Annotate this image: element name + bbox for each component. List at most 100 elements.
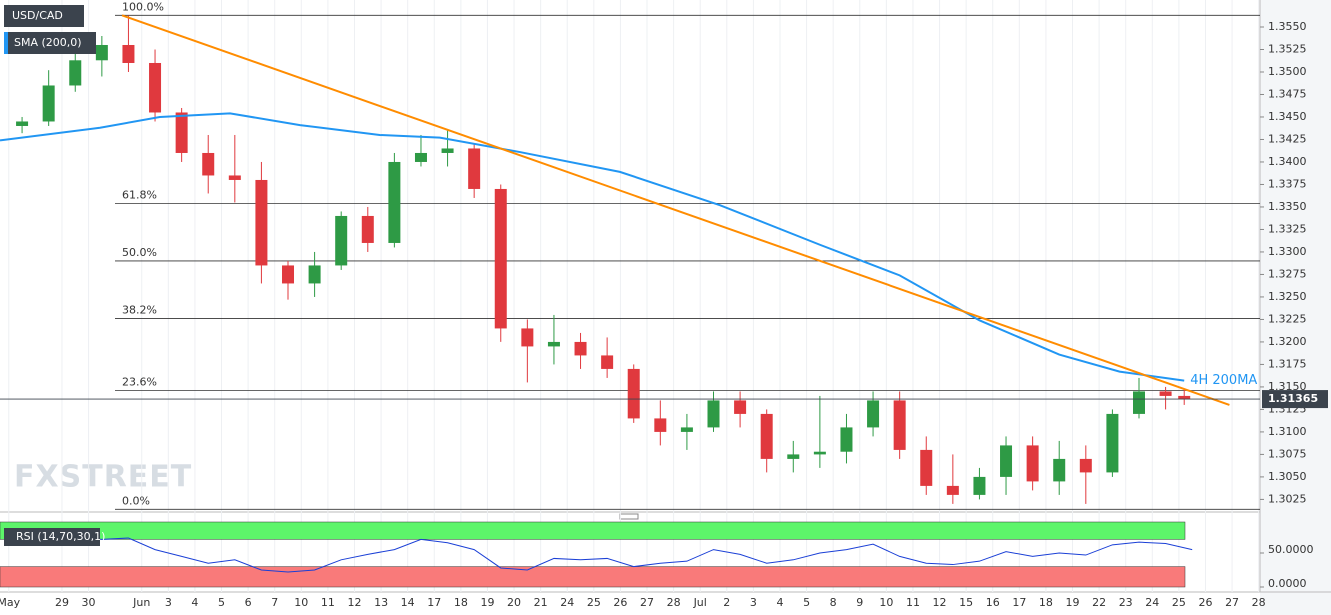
candle-body — [202, 152, 215, 176]
x-tick-label: 16 — [986, 596, 1000, 609]
x-tick-label: 12 — [347, 596, 361, 609]
x-tick-label: 2 — [723, 596, 730, 609]
y-tick-label: 1.3100 — [1268, 425, 1307, 438]
candle-body — [69, 60, 82, 86]
x-tick-label: 13 — [374, 596, 388, 609]
x-tick-label: 4 — [776, 596, 783, 609]
y-tick-label: 1.3375 — [1268, 177, 1307, 190]
candle-body — [787, 454, 800, 459]
x-tick-label: 3 — [165, 596, 172, 609]
y-tick-label: 1.3200 — [1268, 335, 1307, 348]
candle-body — [1106, 413, 1119, 473]
x-tick-label: 12 — [933, 596, 947, 609]
y-tick-label: 1.3175 — [1268, 357, 1307, 370]
candle-body — [16, 121, 29, 126]
y-tick-label: 1.3300 — [1268, 245, 1307, 258]
trendline — [121, 14, 1230, 406]
x-tick-label: 29 — [55, 596, 69, 609]
x-tick-label: 24 — [1145, 596, 1159, 609]
candle-body — [388, 161, 401, 243]
y-tick-label: 1.3500 — [1268, 65, 1307, 78]
fib-label: 50.0% — [122, 246, 157, 259]
x-tick-label: 22 — [1092, 596, 1106, 609]
rsi-label: RSI (14,70,30,1) — [16, 530, 105, 543]
x-tick-label: 4 — [191, 596, 198, 609]
oversold-band — [0, 566, 1186, 588]
candle-body — [547, 341, 560, 347]
candle-body — [282, 265, 295, 284]
candle-body — [308, 265, 321, 284]
fib-label: 38.2% — [122, 304, 157, 317]
candle-body — [893, 400, 906, 450]
candle-body — [361, 215, 374, 243]
x-tick-label: 11 — [906, 596, 920, 609]
symbol: USD/CAD — [12, 9, 63, 22]
x-tick-label: 15 — [959, 596, 973, 609]
y-tick-label: 1.3425 — [1268, 132, 1307, 145]
candle-body — [521, 328, 534, 347]
x-tick-label: 14 — [401, 596, 415, 609]
candle-body — [1000, 445, 1013, 477]
rsi-tick-label: 50.0000 — [1268, 543, 1314, 556]
last-price-label: 1.31365 — [1268, 392, 1318, 405]
candle-body — [973, 476, 986, 495]
x-tick-label: 21 — [534, 596, 548, 609]
candle-body — [1026, 445, 1039, 482]
fib-label: 61.8% — [122, 188, 157, 201]
overbought-band — [0, 521, 1186, 540]
candle-body — [574, 341, 587, 356]
fib-label: 0.0% — [122, 494, 150, 507]
x-tick-label: 19 — [1066, 596, 1080, 609]
candle-body — [228, 175, 241, 180]
x-tick-label: 11 — [321, 596, 335, 609]
candle-body — [1132, 391, 1145, 414]
rsi-label-box — [4, 528, 100, 546]
y-tick-label: 1.3350 — [1268, 200, 1307, 213]
candle-body — [1178, 395, 1191, 400]
x-tick-label: 27 — [1225, 596, 1239, 609]
x-tick-label: 8 — [830, 596, 837, 609]
last-price-box — [1262, 390, 1328, 409]
x-tick-label: Jul — [693, 596, 707, 609]
x-tick-label: 17 — [427, 596, 441, 609]
candle-body — [627, 368, 640, 419]
watermark: FXSTREET — [14, 460, 192, 495]
y-tick-label: 1.3325 — [1268, 222, 1307, 235]
x-tick-label: 17 — [1012, 596, 1026, 609]
y-tick-label: 1.3525 — [1268, 42, 1307, 55]
candle-body — [654, 418, 667, 432]
x-tick-label: 10 — [879, 596, 893, 609]
fib-label: 23.6% — [122, 376, 157, 389]
candle-body — [494, 188, 507, 329]
candle-body — [175, 112, 188, 153]
y-tick-label: 1.3025 — [1268, 492, 1307, 505]
x-tick-label: 3 — [750, 596, 757, 609]
candle-body — [335, 215, 348, 266]
x-tick-label: 6 — [245, 596, 252, 609]
fib-label: 100.0% — [122, 0, 164, 13]
candle-body — [920, 449, 933, 486]
y-tick-label: 1.3400 — [1268, 155, 1307, 168]
candle-body — [42, 85, 55, 122]
x-tick-label: 5 — [218, 596, 225, 609]
symbol-box — [4, 5, 84, 27]
candle-body — [1053, 458, 1066, 482]
candle-body — [601, 355, 614, 369]
candle-body — [840, 427, 853, 452]
x-tick-label: 7 — [271, 596, 278, 609]
rsi-line — [22, 537, 1193, 573]
sma-line — [0, 112, 1185, 382]
x-tick-label: 20 — [507, 596, 521, 609]
x-tick-label: 19 — [480, 596, 494, 609]
y-tick-label: 1.3450 — [1268, 110, 1307, 123]
x-tick-label: 18 — [454, 596, 468, 609]
candle-body — [468, 148, 481, 189]
x-tick-label: 26 — [1198, 596, 1212, 609]
x-tick-label: 24 — [560, 596, 574, 609]
candle-body — [707, 400, 720, 428]
x-tick-label: 28 — [667, 596, 681, 609]
sma-annotation: 4H 200MA — [1190, 373, 1257, 388]
y-tick-label: 1.3250 — [1268, 290, 1307, 303]
x-tick-label: 26 — [613, 596, 627, 609]
candle-body — [813, 451, 826, 455]
